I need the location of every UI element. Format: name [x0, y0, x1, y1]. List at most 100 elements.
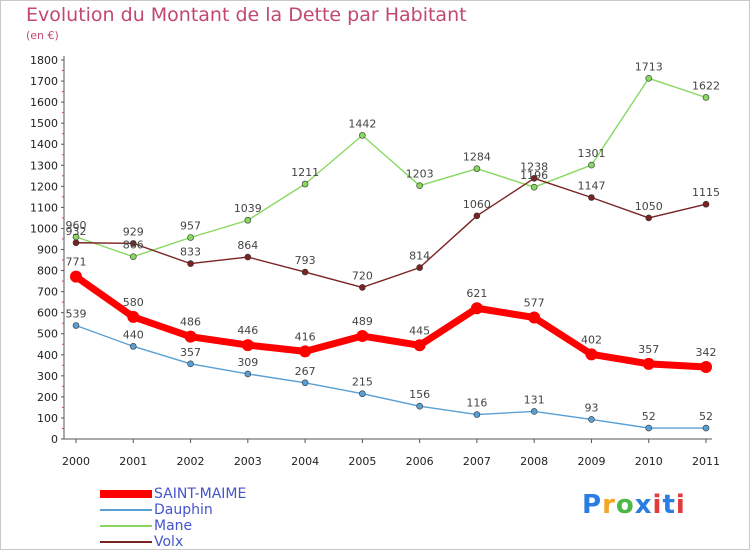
- data-point: [473, 212, 481, 220]
- series-line-saint-maime: [72, 273, 710, 371]
- data-label: 156: [409, 388, 430, 401]
- data-label: 932: [66, 225, 87, 238]
- data-label: 577: [524, 297, 545, 310]
- x-tick-label: 2003: [234, 455, 262, 468]
- data-point: [241, 339, 254, 352]
- data-label: 1147: [577, 179, 605, 192]
- data-label: 215: [352, 376, 373, 389]
- data-label: 621: [466, 287, 487, 300]
- data-label: 580: [123, 296, 144, 309]
- series-line-mane: [75, 77, 707, 258]
- data-point: [645, 75, 653, 82]
- data-point: [645, 424, 653, 432]
- data-label: 1115: [692, 186, 720, 199]
- data-label: 771: [66, 256, 87, 269]
- data-point: [359, 284, 366, 291]
- x-tick-label: 2011: [692, 455, 720, 468]
- x-tick-label: 2009: [577, 455, 605, 468]
- data-point: [244, 253, 252, 261]
- data-point: [645, 214, 653, 222]
- data-label: 814: [409, 250, 430, 263]
- data-label: 1050: [635, 200, 663, 213]
- data-label: 1060: [463, 198, 491, 211]
- y-tick-label: 1400: [30, 138, 58, 151]
- logo-letter: i: [675, 490, 686, 520]
- y-tick-label: 1800: [30, 54, 58, 67]
- x-tick-label: 2002: [177, 455, 205, 468]
- logo-letter: t: [662, 490, 676, 520]
- data-label: 929: [123, 225, 144, 238]
- data-point: [301, 379, 309, 387]
- data-point: [359, 390, 366, 398]
- legend-swatch: [100, 490, 152, 498]
- chart-unit: (en €): [26, 29, 59, 42]
- logo-letter: P: [582, 490, 603, 520]
- data-point: [702, 94, 710, 101]
- data-label: 93: [584, 401, 598, 414]
- y-tick-label: 1300: [30, 159, 58, 172]
- data-label: 486: [180, 316, 201, 329]
- y-tick-label: 700: [37, 286, 58, 299]
- data-point: [530, 183, 538, 191]
- data-point: [413, 339, 426, 352]
- data-label: 1039: [234, 202, 262, 215]
- data-label: 416: [295, 330, 316, 343]
- y-tick-label: 100: [37, 412, 58, 425]
- y-tick-label: 1500: [30, 117, 58, 130]
- data-point: [356, 330, 369, 343]
- data-point: [129, 240, 137, 247]
- legend-label: Volx: [154, 534, 184, 550]
- data-point: [585, 348, 598, 361]
- data-point: [184, 330, 197, 343]
- data-point: [187, 260, 194, 267]
- logo-letter: i: [652, 490, 663, 520]
- x-tick-label: 2001: [119, 455, 147, 468]
- data-label: 342: [696, 346, 717, 359]
- data-point: [702, 200, 710, 208]
- legend: SAINT-MAIME Dauphin Mane Volx: [100, 486, 300, 550]
- data-point: [530, 175, 538, 182]
- y-tick-label: 1200: [30, 180, 58, 193]
- data-point: [473, 411, 481, 418]
- legend-item: Volx: [100, 534, 300, 550]
- logo-letter: r: [602, 490, 616, 520]
- data-point: [129, 253, 137, 260]
- x-tick-label: 2004: [291, 455, 319, 468]
- y-tick-label: 900: [37, 244, 58, 257]
- data-point: [244, 216, 252, 224]
- data-label: 357: [180, 346, 201, 359]
- data-label: 267: [295, 365, 316, 378]
- data-point: [129, 343, 137, 350]
- data-point: [244, 370, 252, 378]
- data-label: 52: [642, 410, 656, 423]
- data-label: 1622: [692, 79, 720, 92]
- y-tick-label: 300: [37, 370, 58, 383]
- data-point: [299, 345, 312, 358]
- proxiti-logo: Proxiti: [582, 490, 686, 520]
- x-tick-label: 2007: [463, 455, 491, 468]
- legend-item: Dauphin: [100, 502, 300, 518]
- data-label: 446: [237, 324, 258, 337]
- data-point: [702, 424, 710, 432]
- data-label: 957: [180, 219, 201, 232]
- data-point: [72, 239, 80, 247]
- legend-item: Mane: [100, 518, 300, 534]
- legend-label: Dauphin: [154, 502, 213, 518]
- data-point: [588, 161, 595, 169]
- y-tick-label: 1600: [30, 96, 58, 109]
- data-label: 116: [466, 397, 487, 410]
- data-label: 833: [180, 246, 201, 259]
- data-label: 1284: [463, 151, 491, 164]
- legend-item: SAINT-MAIME: [100, 486, 300, 502]
- data-label: 960: [66, 219, 87, 232]
- series-line-volx: [75, 177, 707, 289]
- data-point: [473, 165, 481, 172]
- data-label: 357: [638, 343, 659, 356]
- y-tick-label: 200: [37, 391, 58, 404]
- legend-swatch: [100, 509, 152, 511]
- y-tick-label: 400: [37, 349, 58, 362]
- data-point: [416, 264, 423, 271]
- data-point: [187, 234, 194, 241]
